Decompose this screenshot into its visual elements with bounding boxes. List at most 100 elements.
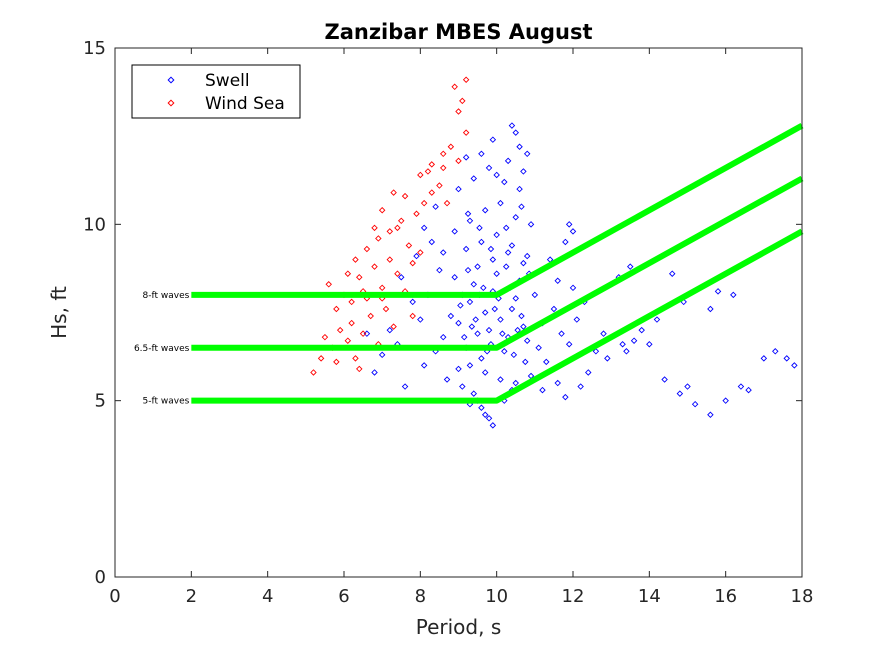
data-point — [409, 298, 416, 306]
x-tick-label: 0 — [109, 586, 120, 607]
data-point — [470, 390, 478, 397]
data-point — [378, 206, 386, 214]
data-point — [474, 330, 481, 337]
data-point — [455, 108, 462, 115]
data-point — [707, 411, 714, 419]
data-point — [577, 383, 584, 390]
data-point — [481, 411, 489, 419]
data-point — [466, 362, 474, 369]
legend-label: Swell — [205, 71, 250, 91]
data-point — [420, 199, 428, 207]
data-point — [501, 178, 508, 186]
x-tick-label: 4 — [262, 586, 273, 607]
data-point — [394, 224, 401, 232]
data-point — [333, 358, 340, 366]
data-point — [508, 122, 516, 129]
data-point — [436, 266, 443, 274]
data-point — [497, 376, 504, 383]
data-point — [462, 154, 470, 161]
data-point — [646, 341, 653, 348]
data-point — [653, 316, 661, 323]
data-point — [386, 228, 394, 235]
data-point — [512, 379, 519, 387]
data-point — [627, 263, 634, 270]
threshold-line-label: 6.5-ft waves — [134, 344, 190, 354]
data-point — [760, 355, 768, 362]
data-point — [333, 305, 340, 313]
data-point — [487, 245, 495, 253]
data-point — [489, 136, 497, 143]
data-point — [623, 348, 630, 355]
data-point — [522, 358, 529, 366]
data-point — [480, 284, 487, 292]
data-point — [439, 333, 447, 341]
data-point — [401, 192, 409, 200]
data-point — [443, 376, 451, 383]
data-point — [485, 164, 493, 172]
data-point — [417, 316, 424, 323]
data-point — [504, 249, 512, 256]
data-point — [481, 309, 489, 316]
data-point — [504, 157, 512, 165]
data-point — [481, 206, 489, 214]
data-point — [356, 273, 363, 281]
axes-layer: 0 2 4 6 8 10 12 14 16 18 0 5 10 15 — [83, 38, 813, 607]
data-point — [398, 217, 405, 225]
x-tick-label: 2 — [186, 586, 197, 607]
data-point — [554, 277, 561, 284]
data-point — [491, 305, 498, 313]
data-point — [493, 270, 500, 277]
data-point — [661, 376, 668, 383]
data-point — [455, 157, 462, 165]
data-point — [783, 355, 790, 362]
data-point — [417, 249, 424, 256]
data-point — [344, 270, 352, 277]
data-point — [432, 203, 439, 210]
data-point — [390, 189, 397, 196]
data-point — [451, 83, 458, 91]
data-point — [485, 326, 493, 334]
data-point — [707, 305, 714, 313]
threshold-line — [191, 228, 804, 404]
legend-label: Wind Sea — [205, 94, 285, 114]
data-point — [502, 263, 510, 270]
data-point — [520, 323, 527, 330]
data-point — [691, 400, 699, 408]
data-point — [554, 379, 561, 387]
data-point — [464, 210, 472, 217]
y-tick-label: 0 — [95, 567, 106, 588]
data-point — [451, 273, 458, 281]
data-point — [462, 245, 470, 253]
x-tick-label: 6 — [338, 586, 349, 607]
x-tick-label: 10 — [485, 586, 508, 607]
threshold-line-label: 8-ft waves — [143, 291, 190, 301]
data-point — [436, 182, 443, 189]
data-point — [476, 224, 483, 232]
data-point — [523, 150, 531, 158]
data-point — [497, 199, 504, 207]
data-point — [512, 295, 519, 302]
legend: Swell Wind Sea — [131, 64, 301, 119]
data-point — [516, 143, 523, 150]
data-point — [493, 171, 500, 179]
data-point — [558, 330, 565, 337]
data-point — [356, 365, 363, 373]
data-point — [508, 305, 516, 313]
data-point — [722, 397, 729, 404]
data-point — [493, 231, 500, 239]
data-point — [378, 284, 386, 292]
data-point — [668, 270, 676, 277]
data-point — [518, 312, 525, 320]
data-point — [439, 164, 447, 172]
data-point — [462, 129, 470, 136]
data-point — [520, 259, 527, 267]
data-point — [455, 185, 462, 193]
data-point — [523, 252, 531, 260]
data-point — [730, 291, 737, 299]
data-point — [352, 355, 359, 362]
data-point — [428, 189, 436, 196]
data-point — [543, 358, 550, 366]
data-point — [394, 270, 401, 277]
data-point — [489, 422, 497, 429]
